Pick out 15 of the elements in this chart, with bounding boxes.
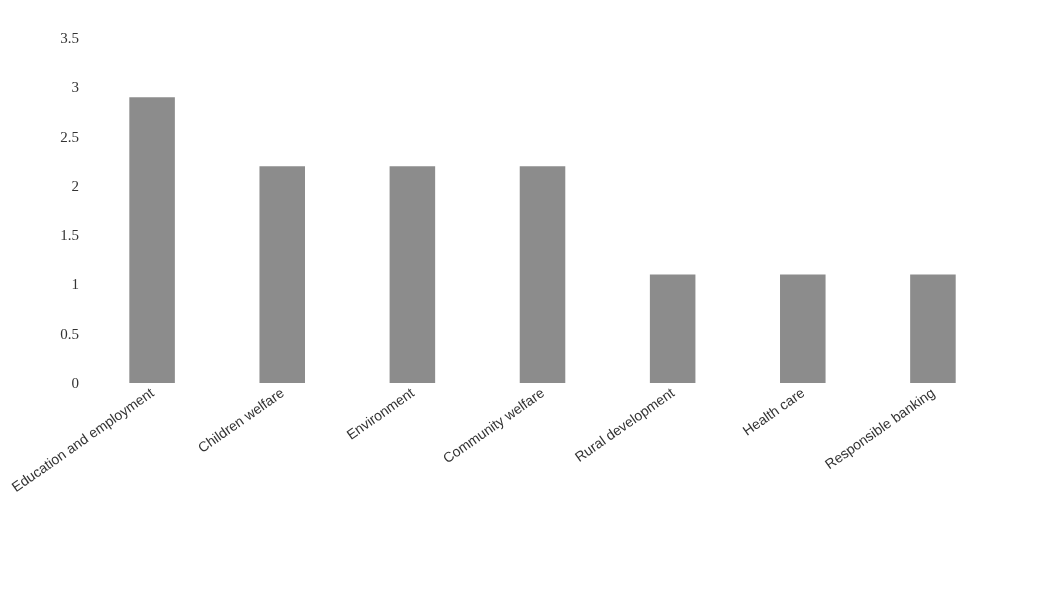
bar: [129, 97, 175, 383]
bar: [389, 166, 436, 383]
bar: [519, 166, 566, 383]
y-tick-label: 1.5: [60, 227, 80, 244]
bar: [910, 274, 956, 383]
y-tick-label: 0.5: [60, 325, 80, 342]
bar: [259, 166, 306, 383]
y-tick-label: 2: [71, 177, 80, 194]
y-tick-label: 0: [71, 375, 80, 391]
y-tick-label: 2.5: [60, 128, 80, 145]
bar: [649, 274, 696, 383]
y-tick-label: 3.5: [60, 30, 80, 46]
y-tick-label: 1: [71, 276, 80, 293]
y-tick-label: 3: [71, 79, 80, 96]
bar: [780, 274, 826, 383]
